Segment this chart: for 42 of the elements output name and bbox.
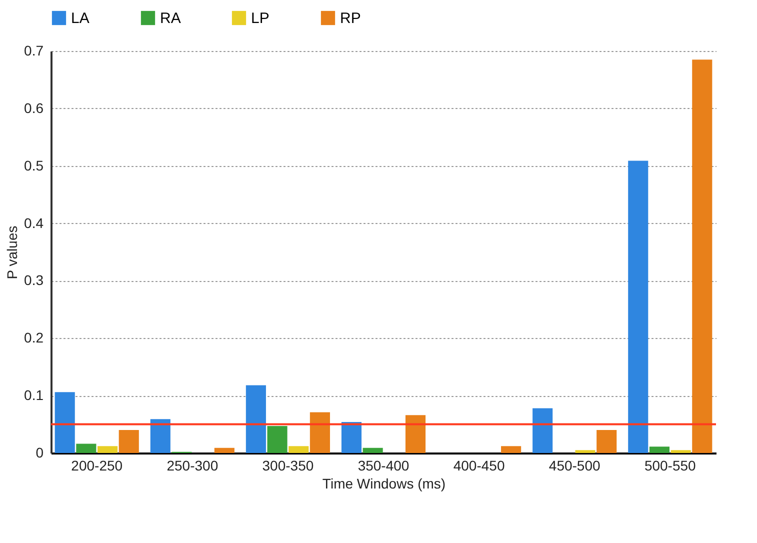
x-tick-label: 400-450 — [453, 458, 505, 474]
legend-label: RA — [160, 10, 181, 27]
bar — [362, 448, 383, 453]
x-tick-label: 300-350 — [262, 458, 314, 474]
bar — [670, 450, 691, 453]
bar — [649, 446, 670, 453]
bar — [501, 446, 522, 453]
y-tick-label: 0.2 — [24, 330, 44, 346]
bar — [267, 426, 288, 453]
bar — [288, 446, 309, 453]
y-axis-title: P values — [4, 226, 20, 280]
bar — [214, 448, 234, 453]
x-axis-title: Time Windows (ms) — [322, 476, 446, 492]
y-tick-label: 0.5 — [24, 157, 44, 174]
legend-label: RP — [340, 10, 361, 27]
bar — [532, 408, 553, 453]
y-tick-label: 0.3 — [24, 272, 44, 288]
bar — [405, 415, 426, 453]
bar — [341, 422, 362, 453]
y-tick-label: 0 — [36, 444, 44, 460]
x-tick-label: 350-400 — [358, 458, 410, 474]
bar — [150, 419, 170, 453]
x-tick-label: 500-550 — [644, 458, 696, 474]
x-tick-label: 200-250 — [71, 458, 123, 474]
x-tick-label: 450-500 — [548, 458, 600, 474]
bar — [310, 412, 330, 453]
y-tick-label: 0.4 — [24, 214, 44, 231]
bar — [628, 160, 648, 453]
legend-label: LP — [251, 10, 270, 27]
y-tick-label: 0.6 — [24, 100, 44, 116]
bar — [575, 450, 596, 453]
bar — [596, 430, 617, 453]
bar — [54, 392, 75, 453]
bar — [692, 60, 712, 453]
legend-label: LA — [71, 10, 90, 27]
y-tick-label: 0.1 — [24, 387, 44, 404]
bar — [246, 385, 266, 453]
bar — [118, 430, 139, 453]
x-tick-label: 250-300 — [166, 458, 218, 474]
bar — [76, 444, 96, 453]
bar — [98, 446, 118, 453]
y-tick-label: 0.7 — [24, 42, 44, 58]
